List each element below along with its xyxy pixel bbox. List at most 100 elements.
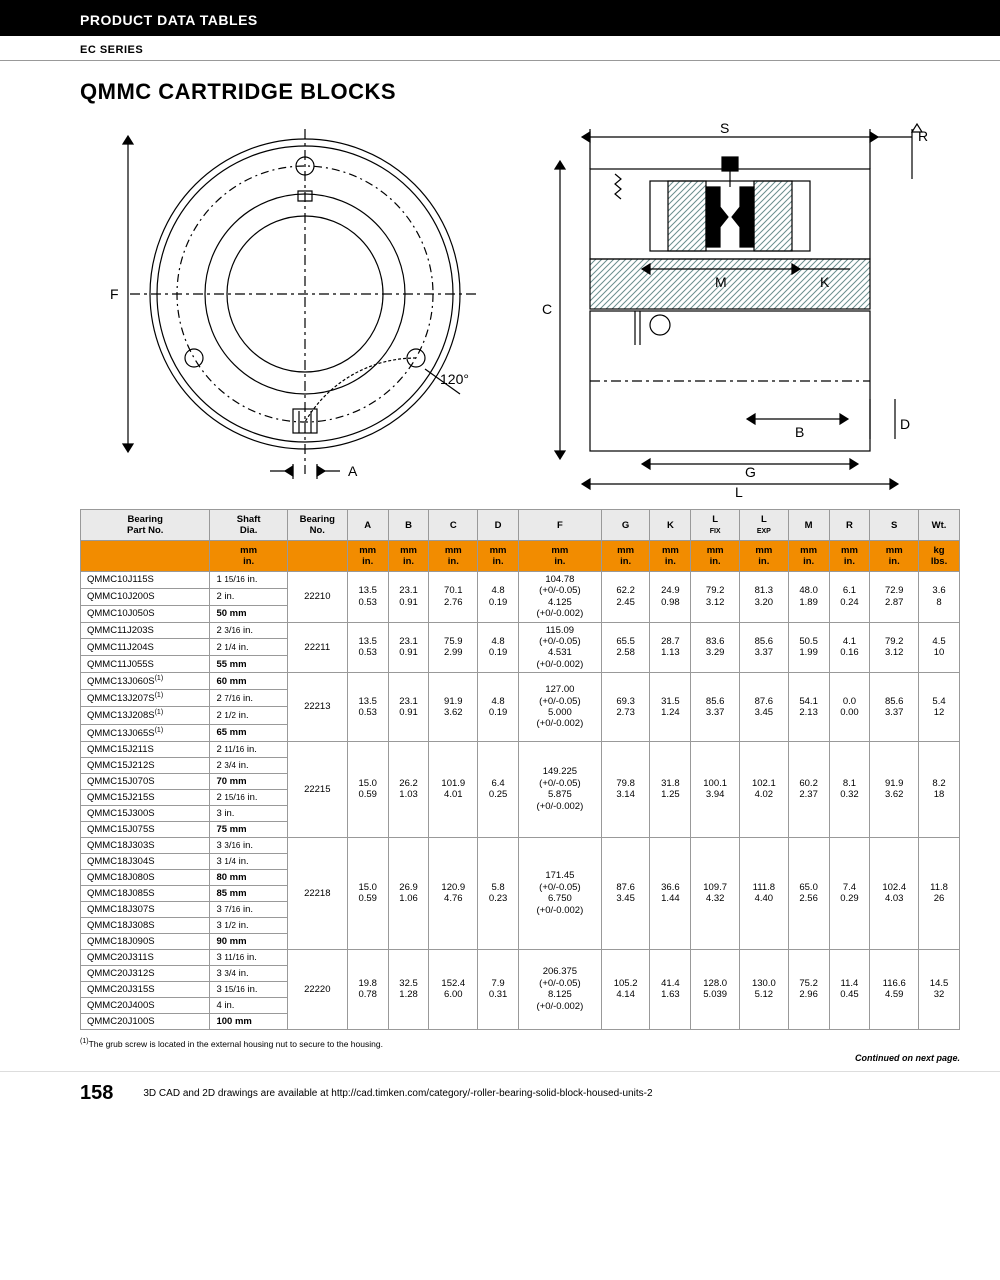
value-cell: 23.10.91	[388, 673, 429, 742]
value-cell: 8.218	[919, 741, 960, 837]
part-number-cell: QMMC18J090S	[81, 933, 210, 949]
angle-label: 120°	[440, 371, 469, 387]
data-table-wrap: BearingPart No.ShaftDia.BearingNo.ABCDFG…	[0, 509, 1000, 1036]
part-number-cell: QMMC15J070S	[81, 773, 210, 789]
value-cell: 128.05.039	[691, 949, 740, 1029]
col-header: D	[478, 510, 519, 541]
unit-cell: mmin.	[740, 541, 789, 572]
col-header: ShaftDia.	[210, 510, 287, 541]
col-header: Wt.	[919, 510, 960, 541]
value-cell: 62.22.45	[601, 572, 650, 623]
part-number-cell: QMMC20J400S	[81, 997, 210, 1013]
part-number-cell: QMMC15J300S	[81, 805, 210, 821]
drawing-side: S R M K C B D G L	[520, 119, 960, 499]
shaft-cell: 80 mm	[210, 869, 287, 885]
shaft-cell: 2 1/2 in.	[210, 707, 287, 724]
header-top: PRODUCT DATA TABLES	[0, 0, 1000, 36]
page-title: QMMC CARTRIDGE BLOCKS	[0, 61, 1000, 119]
shaft-cell: 75 mm	[210, 821, 287, 837]
footer-text: 3D CAD and 2D drawings are available at …	[143, 1088, 652, 1099]
value-cell: 102.44.03	[870, 837, 919, 949]
unit-cell: mmin.	[518, 541, 601, 572]
footer: 158 3D CAD and 2D drawings are available…	[0, 1071, 1000, 1115]
footnote-text: The grub screw is located in the externa…	[89, 1039, 383, 1049]
dim-label-L: L	[735, 484, 743, 499]
table-body: QMMC10J115S1 15/16 in.2221013.50.5323.10…	[81, 572, 960, 1030]
value-cell: 130.05.12	[740, 949, 789, 1029]
table-row: QMMC13J060S(1)60 mm2221313.50.5323.10.91…	[81, 673, 960, 690]
shaft-cell: 90 mm	[210, 933, 287, 949]
value-cell: 8.10.32	[829, 741, 870, 837]
bearing-no-cell: 22220	[287, 949, 347, 1029]
page-number: 158	[80, 1082, 113, 1105]
value-cell: 0.00.00	[829, 673, 870, 742]
value-cell: 11.826	[919, 837, 960, 949]
unit-cell: mmin.	[429, 541, 478, 572]
part-number-cell: QMMC13J065S(1)	[81, 724, 210, 741]
value-cell: 116.64.59	[870, 949, 919, 1029]
shaft-cell: 50 mm	[210, 605, 287, 622]
value-cell: 120.94.76	[429, 837, 478, 949]
shaft-cell: 2 1/4 in.	[210, 639, 287, 656]
shaft-cell: 3 15/16 in.	[210, 981, 287, 997]
part-number-cell: QMMC10J200S	[81, 588, 210, 605]
dim-label-B: B	[795, 424, 804, 440]
table-row: QMMC20J311S3 11/16 in.2222019.80.7832.51…	[81, 949, 960, 965]
value-cell: 69.32.73	[601, 673, 650, 742]
unit-cell	[81, 541, 210, 572]
part-number-cell: QMMC18J307S	[81, 901, 210, 917]
col-header: LFIX	[691, 510, 740, 541]
value-cell: 14.532	[919, 949, 960, 1029]
dim-label-F: F	[110, 286, 119, 302]
col-header: C	[429, 510, 478, 541]
shaft-cell: 85 mm	[210, 885, 287, 901]
col-header: BearingPart No.	[81, 510, 210, 541]
value-cell: 11.40.45	[829, 949, 870, 1029]
bearing-no-cell: 22211	[287, 622, 347, 673]
shaft-cell: 70 mm	[210, 773, 287, 789]
value-cell: 83.63.29	[691, 622, 740, 673]
value-cell: 75.22.96	[788, 949, 829, 1029]
part-number-cell: QMMC10J115S	[81, 572, 210, 589]
value-cell: 206.375(+0/-0.05)8.125(+0/-0.002)	[518, 949, 601, 1029]
value-cell: 54.12.13	[788, 673, 829, 742]
value-cell: 3.68	[919, 572, 960, 623]
dim-label-G: G	[745, 464, 756, 480]
value-cell: 105.24.14	[601, 949, 650, 1029]
value-cell: 50.51.99	[788, 622, 829, 673]
part-number-cell: QMMC11J203S	[81, 622, 210, 639]
part-number-cell: QMMC18J080S	[81, 869, 210, 885]
table-row: QMMC15J211S2 11/16 in.2221515.00.5926.21…	[81, 741, 960, 757]
bearing-no-cell: 22210	[287, 572, 347, 623]
value-cell: 109.74.32	[691, 837, 740, 949]
unit-cell: mmin.	[478, 541, 519, 572]
unit-cell: mmin.	[870, 541, 919, 572]
header-sub: EC SERIES	[0, 36, 1000, 61]
table-row: QMMC10J115S1 15/16 in.2221013.50.5323.10…	[81, 572, 960, 589]
part-number-cell: QMMC15J212S	[81, 757, 210, 773]
value-cell: 31.81.25	[650, 741, 691, 837]
col-header: F	[518, 510, 601, 541]
value-cell: 41.41.63	[650, 949, 691, 1029]
value-cell: 13.50.53	[347, 673, 388, 742]
part-number-cell: QMMC15J215S	[81, 789, 210, 805]
value-cell: 13.50.53	[347, 572, 388, 623]
value-cell: 70.12.76	[429, 572, 478, 623]
part-number-cell: QMMC18J304S	[81, 853, 210, 869]
table-head: BearingPart No.ShaftDia.BearingNo.ABCDFG…	[81, 510, 960, 572]
value-cell: 36.61.44	[650, 837, 691, 949]
col-header: BearingNo.	[287, 510, 347, 541]
value-cell: 4.80.19	[478, 673, 519, 742]
value-cell: 5.80.23	[478, 837, 519, 949]
part-number-cell: QMMC13J208S(1)	[81, 707, 210, 724]
table-row: QMMC11J203S2 3/16 in.2221113.50.5323.10.…	[81, 622, 960, 639]
value-cell: 85.63.37	[691, 673, 740, 742]
dim-label-C: C	[542, 301, 552, 317]
shaft-cell: 4 in.	[210, 997, 287, 1013]
value-cell: 31.51.24	[650, 673, 691, 742]
value-cell: 91.93.62	[429, 673, 478, 742]
shaft-cell: 65 mm	[210, 724, 287, 741]
shaft-cell: 3 7/16 in.	[210, 901, 287, 917]
value-cell: 79.23.12	[870, 622, 919, 673]
value-cell: 32.51.28	[388, 949, 429, 1029]
